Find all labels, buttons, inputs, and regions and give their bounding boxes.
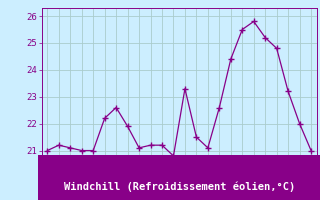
X-axis label: Windchill (Refroidissement éolien,°C): Windchill (Refroidissement éolien,°C) [64,181,295,192]
